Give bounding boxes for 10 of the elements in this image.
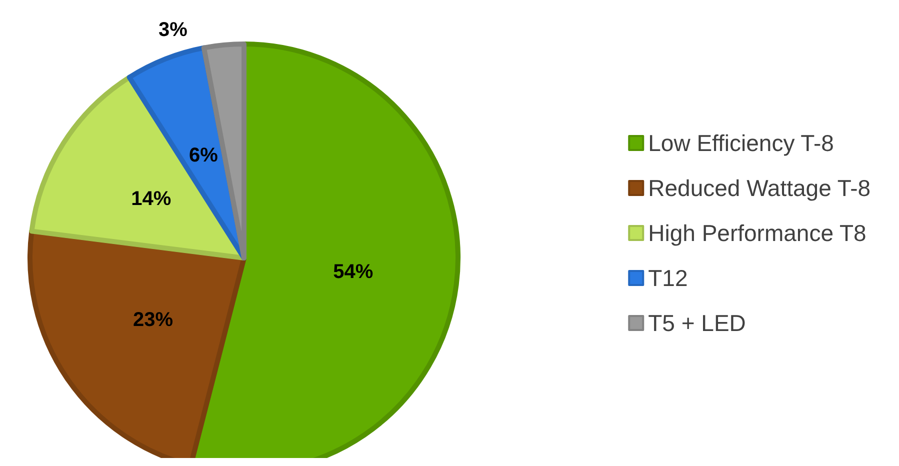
data-label: 14%	[131, 188, 172, 210]
legend-label: Reduced Wattage T-8	[648, 175, 871, 201]
data-label: 6%	[189, 144, 218, 167]
data-label: 3%	[158, 19, 188, 42]
legend-label: T12	[648, 265, 688, 291]
legend-label: T5 + LED	[648, 310, 746, 336]
data-label: 23%	[133, 308, 174, 331]
data-label: 54%	[333, 260, 374, 283]
legend-label: Low Efficiency T-8	[648, 130, 834, 156]
legend-label: High Performance T8	[648, 220, 866, 246]
